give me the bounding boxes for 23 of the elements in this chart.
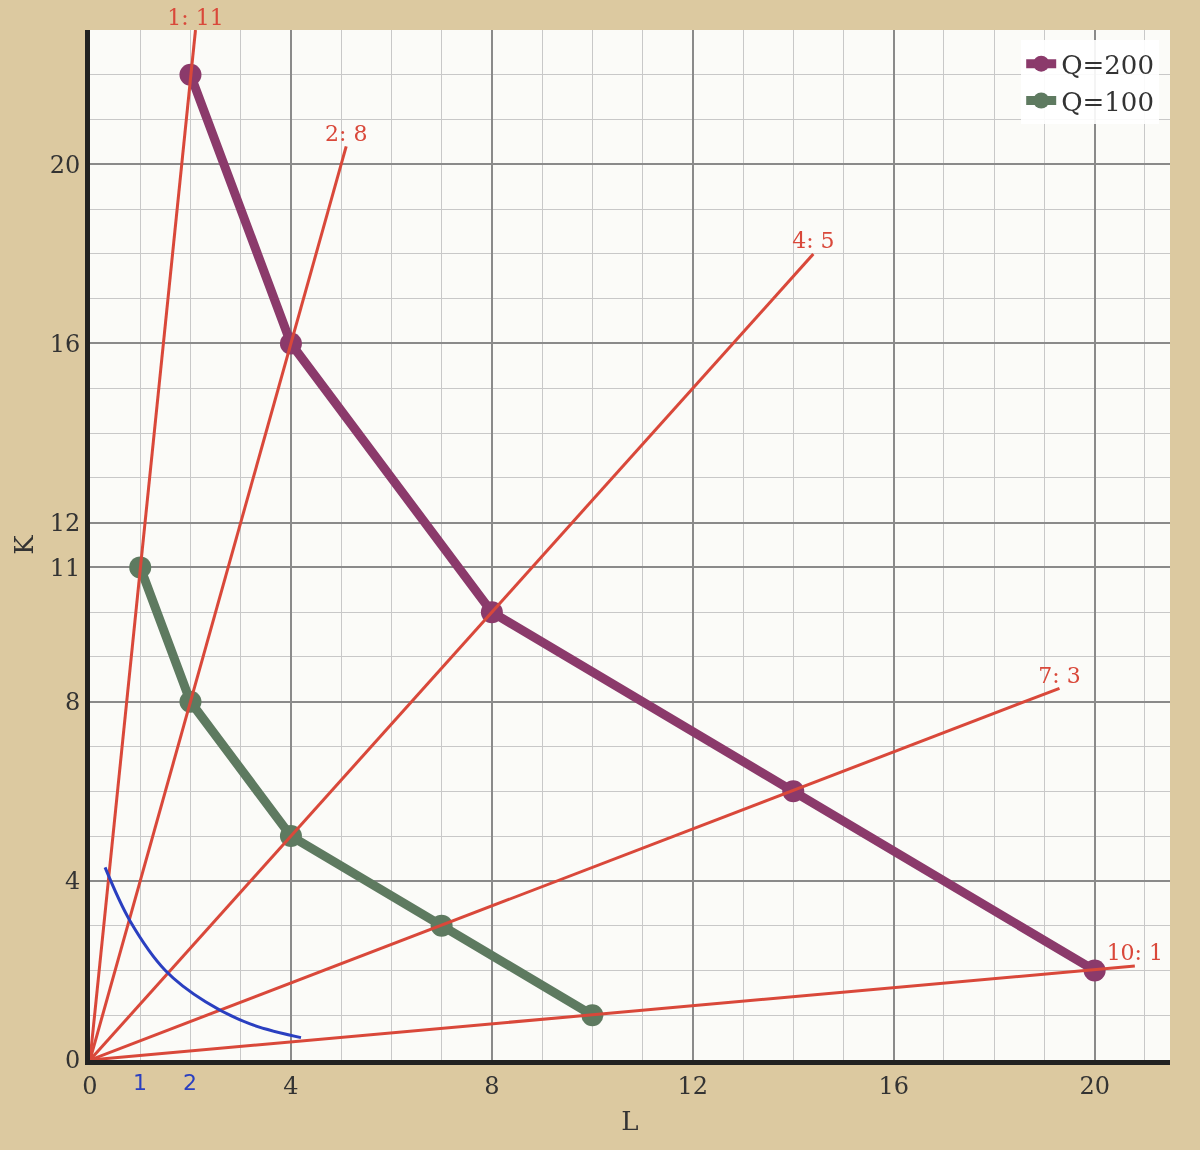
y-tick-label: 16 <box>49 329 81 358</box>
x-axis-title: L <box>621 1106 639 1137</box>
series-label: 7: 3 <box>1038 662 1081 688</box>
series-label: 1: 11 <box>167 4 224 30</box>
annotation: 1 <box>133 1070 147 1095</box>
series-label: 2: 8 <box>324 120 368 146</box>
series-label: 10: 1 <box>1106 940 1164 966</box>
x-tick-label: 4 <box>283 1071 299 1100</box>
x-tick-label: 16 <box>878 1071 909 1100</box>
y-tick-label: 12 <box>49 509 81 538</box>
y-tick-label: 8 <box>64 688 81 717</box>
y-tick-label: 4 <box>64 867 81 896</box>
series-label: 4: 5 <box>792 228 835 254</box>
x-tick-label: 8 <box>484 1071 500 1100</box>
y-tick-label: 20 <box>49 150 81 179</box>
legend-label: Q=100 <box>1061 86 1154 117</box>
x-tick-label: 20 <box>1079 1071 1110 1100</box>
x-tick-label: 12 <box>677 1071 709 1100</box>
annotation: 2 <box>183 1070 197 1095</box>
legend-label: Q=200 <box>1061 49 1154 80</box>
y-tick-label: 11 <box>49 553 81 582</box>
y-axis-title: K <box>9 534 40 555</box>
y-tick-label: 0 <box>64 1046 81 1075</box>
